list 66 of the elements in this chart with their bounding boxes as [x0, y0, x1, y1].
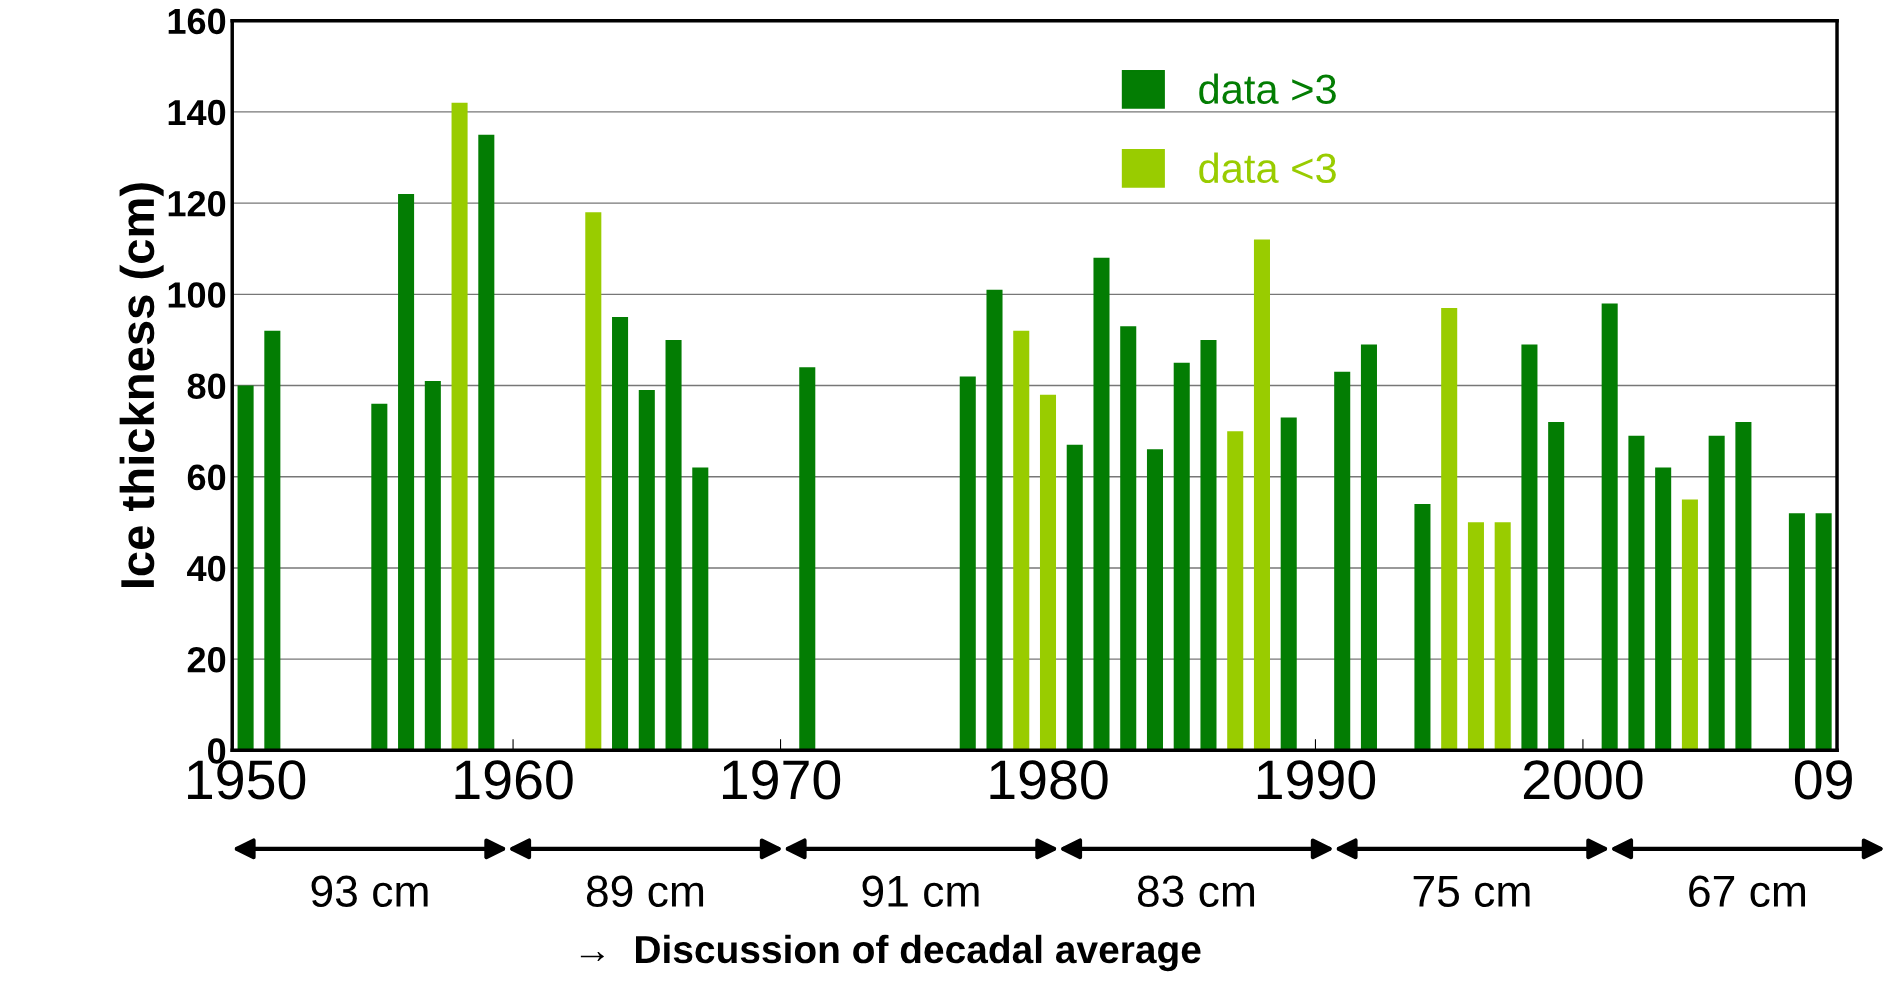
bar — [1601, 303, 1618, 751]
x-tick-label: 09 — [1794, 760, 1852, 800]
legend-label: data <3 — [1199, 152, 1336, 184]
bar — [1735, 422, 1752, 751]
bar — [1039, 394, 1057, 751]
bar — [1334, 371, 1351, 751]
bar — [1173, 362, 1190, 751]
x-tick-label: 1970 — [722, 760, 841, 800]
bar — [1494, 522, 1511, 751]
bar — [1414, 504, 1431, 751]
x-tick-label: 1980 — [990, 760, 1108, 800]
bar — [1708, 435, 1725, 751]
y-tick-label: 80 — [187, 373, 226, 399]
bar — [1200, 339, 1217, 751]
text: 83 cm — [1137, 875, 1255, 908]
bar — [1146, 449, 1164, 751]
bar — [371, 403, 388, 751]
text: 93 cm — [311, 875, 428, 908]
bar — [1788, 513, 1805, 751]
text: 75 cm — [1413, 876, 1530, 908]
y-tick-label: 40 — [187, 555, 226, 582]
bar — [1548, 422, 1565, 751]
y-axis-title: Ice thickness (cm) — [119, 183, 164, 588]
bar — [1120, 326, 1137, 751]
bar — [1467, 522, 1484, 751]
bar — [478, 134, 495, 751]
bar — [237, 385, 254, 751]
legend-label: data >3 — [1199, 73, 1336, 105]
x-tick-label: 1960 — [455, 760, 573, 800]
bar — [1681, 499, 1698, 751]
y-tick-label: 60 — [187, 464, 226, 491]
bar — [692, 467, 709, 751]
bar — [1628, 435, 1645, 751]
text: 91 cm — [862, 875, 979, 908]
bar — [264, 330, 281, 751]
y-tick-label: 160 — [168, 8, 226, 35]
y-tick-label: 120 — [168, 190, 226, 217]
bar — [638, 390, 655, 751]
bar — [1521, 344, 1538, 751]
text: 67 cm — [1689, 875, 1806, 908]
bar — [1066, 444, 1083, 751]
bar — [986, 289, 1003, 751]
text: 89 cm — [586, 875, 704, 908]
bar — [1093, 257, 1110, 751]
bar — [799, 367, 816, 751]
bar — [585, 212, 602, 751]
bar — [665, 339, 682, 751]
bar — [1253, 239, 1270, 751]
y-tick-label: 100 — [168, 282, 226, 308]
bar — [1280, 417, 1297, 751]
bar — [398, 194, 415, 751]
bar — [1441, 308, 1458, 751]
bar — [1227, 431, 1244, 751]
bar — [424, 380, 441, 751]
bar — [1360, 344, 1377, 751]
y-tick-label: 140 — [168, 99, 226, 126]
x-tick-label: 1990 — [1257, 760, 1376, 800]
bar — [1655, 467, 1672, 751]
y-tick-label: 20 — [187, 647, 226, 673]
x-tick-label: 2000 — [1523, 760, 1643, 800]
text: → Discussion of decadal average — [580, 934, 1201, 972]
bar — [451, 102, 468, 751]
bar — [1815, 513, 1832, 751]
bar — [1013, 330, 1030, 751]
bar — [959, 376, 976, 751]
bar — [612, 317, 629, 751]
